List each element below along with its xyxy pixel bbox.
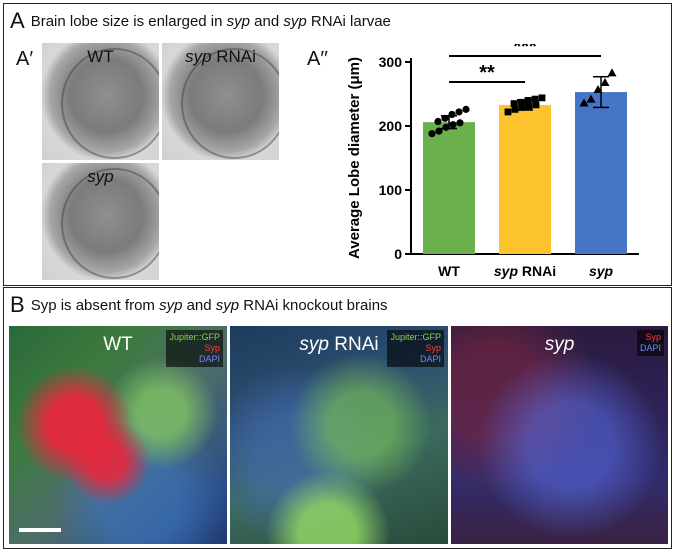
title-italic: syp	[283, 13, 307, 30]
significance-label: **	[479, 62, 495, 84]
data-point	[448, 110, 456, 119]
image-label: syp RNAi	[299, 334, 379, 355]
scale-bar	[19, 528, 61, 532]
data-point	[435, 127, 443, 135]
data-point	[511, 105, 519, 113]
title-text: and	[182, 297, 216, 314]
panel-a-title: A Brain lobe size is enlarged in syp and …	[10, 8, 391, 34]
data-point	[531, 95, 539, 103]
panel-a-letter: A	[10, 8, 25, 33]
data-point	[434, 117, 442, 126]
image-label: WT	[87, 47, 114, 66]
data-point	[442, 123, 450, 131]
data-point	[607, 68, 617, 77]
image-label: WT	[103, 334, 133, 355]
fluorescence-image-syp-rnai: syp RNAi Jupiter::GFP Syp DAPI	[230, 326, 448, 544]
data-point	[532, 101, 540, 109]
data-point	[586, 94, 596, 103]
data-point	[524, 97, 532, 104]
bar	[423, 122, 475, 254]
data-point	[504, 108, 512, 116]
image-label: syp	[544, 334, 575, 355]
data-point	[517, 98, 525, 106]
title-text: Syp is absent from	[30, 297, 160, 314]
title-italic: syp	[226, 13, 250, 30]
title-text: RNAi knockout brains	[239, 297, 388, 314]
title-italic: syp	[215, 297, 240, 314]
title-text: Brain lobe size is enlarged in	[30, 13, 227, 30]
data-point	[449, 121, 457, 129]
y-axis-label: Average Lobe diameter (μm)	[346, 57, 363, 259]
panel-b: B Syp is absent from syp and syp RNAi kno…	[3, 287, 672, 549]
channel-legend: Jupiter::GFP Syp DAPI	[387, 330, 444, 367]
data-point	[456, 119, 464, 127]
lobe-diameter-chart: 0 100 200 300 Average Lobe diameter (μm) WT sy…	[346, 44, 639, 279]
brightfield-image-wt: WT	[42, 43, 159, 160]
data-point	[428, 130, 436, 138]
brightfield-image-syp: syp	[42, 163, 159, 280]
data-point	[462, 105, 470, 113]
bar	[499, 104, 551, 254]
channel-legend: Syp DAPI	[636, 330, 664, 356]
title-text: and	[249, 13, 284, 30]
data-point	[455, 108, 463, 116]
panel-a: A Brain lobe size is enlarged in syp and …	[3, 3, 672, 286]
image-label: syp	[87, 167, 114, 186]
y-tick-label: 200	[379, 118, 403, 134]
sub-label-a1: A′	[16, 48, 34, 70]
bar	[575, 92, 627, 254]
sub-label-a2: A′′	[307, 48, 328, 70]
x-tick-label: syp	[589, 263, 614, 279]
data-point	[538, 94, 546, 102]
data-point	[510, 100, 518, 107]
y-tick-label: 100	[379, 182, 403, 198]
y-tick-label: 0	[394, 246, 402, 262]
title-text: RNAi larvae	[306, 13, 391, 30]
data-point	[593, 85, 603, 94]
fluorescence-image-syp: syp Syp DAPI	[451, 326, 668, 544]
fluorescence-image-wt: WT Jupiter::GFP Syp DAPI	[9, 326, 227, 544]
image-label: syp RNAi	[185, 47, 256, 66]
channel-legend: Jupiter::GFP Syp DAPI	[166, 330, 223, 367]
data-point	[518, 104, 526, 111]
title-italic: syp	[159, 297, 183, 314]
x-tick-label: syp RNAi	[494, 263, 556, 279]
data-point	[441, 114, 449, 122]
data-point	[525, 102, 533, 110]
data-point	[600, 77, 610, 86]
x-tick-label: WT	[438, 263, 460, 279]
panel-b-letter: B	[10, 292, 25, 317]
panel-b-title: B Syp is absent from syp and syp RNAi kno…	[10, 292, 388, 318]
data-point	[579, 98, 589, 107]
brightfield-image-syp-rnai: syp RNAi	[162, 43, 279, 160]
y-tick-label: 300	[379, 54, 403, 70]
significance-label: ***	[513, 44, 537, 58]
